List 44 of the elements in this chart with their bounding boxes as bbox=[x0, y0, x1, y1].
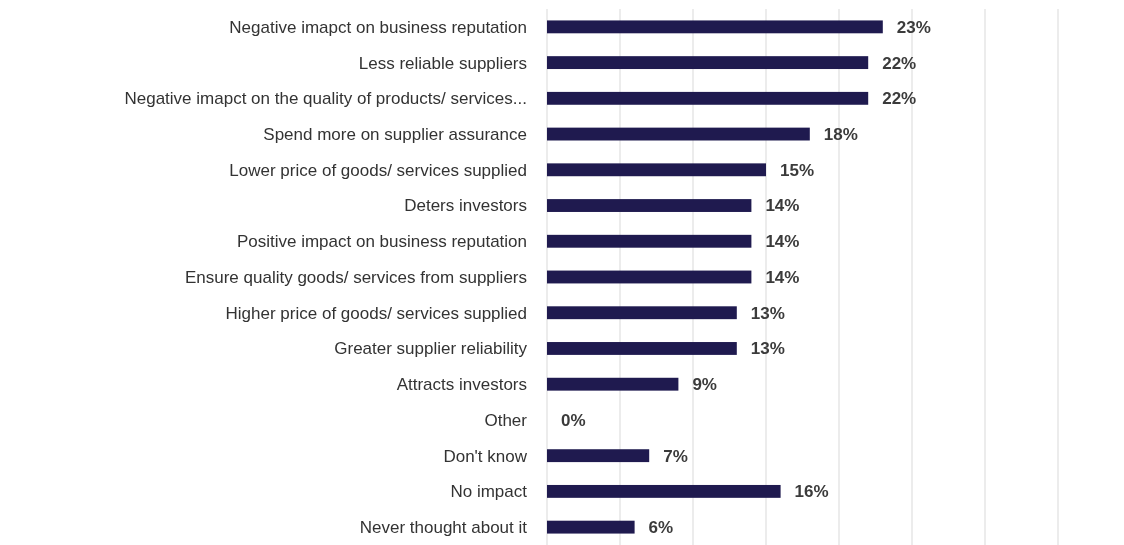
bar bbox=[547, 520, 635, 534]
data-label: 22% bbox=[882, 89, 917, 109]
y-tick-label: Lower price of goods/ services supplied bbox=[229, 160, 527, 180]
data-label: 6% bbox=[648, 518, 674, 538]
y-tick-label: Ensure quality goods/ services from suppliers bbox=[184, 267, 527, 287]
data-label: 14% bbox=[765, 267, 800, 287]
data-label: 7% bbox=[663, 446, 688, 466]
data-label: 15% bbox=[780, 160, 815, 180]
data-label: 22% bbox=[882, 53, 917, 73]
data-label: 23% bbox=[896, 17, 931, 37]
bar bbox=[547, 234, 752, 248]
y-tick-label: Higher price of goods/ services supplied bbox=[225, 303, 527, 323]
y-tick-label: Deters investors bbox=[404, 196, 527, 216]
data-label: 13% bbox=[750, 339, 785, 359]
y-tick-label: No impact bbox=[450, 482, 528, 502]
y-tick-label: Spend more on supplier assurance bbox=[263, 125, 527, 145]
bar bbox=[547, 56, 869, 70]
bar bbox=[547, 342, 737, 355]
bar bbox=[547, 127, 810, 141]
y-tick-label: Greater supplier reliability bbox=[334, 339, 528, 359]
y-tick-label: Don't know bbox=[443, 446, 528, 466]
y-tick-label: Attracts investors bbox=[396, 375, 527, 395]
y-tick-label: Negative imapct on business reputation bbox=[229, 17, 527, 37]
bar bbox=[547, 449, 650, 463]
y-tick-label: Never thought about it bbox=[359, 518, 528, 538]
data-label: 14% bbox=[765, 232, 800, 252]
bar bbox=[547, 91, 869, 105]
bar bbox=[547, 306, 737, 320]
data-label: 13% bbox=[750, 303, 785, 323]
data-label: 16% bbox=[794, 482, 829, 502]
data-label: 18% bbox=[823, 125, 858, 145]
y-tick-label: Less reliable suppliers bbox=[358, 53, 527, 73]
data-label: 9% bbox=[692, 375, 717, 395]
y-tick-label: Negative imapct on the quality of products/ services... bbox=[124, 89, 527, 109]
data-label: 14% bbox=[765, 196, 800, 216]
bar bbox=[547, 20, 883, 34]
y-tick-label: Positive impact on business reputation bbox=[236, 232, 527, 252]
data-label: 0% bbox=[561, 410, 586, 430]
bar bbox=[547, 377, 679, 391]
bar bbox=[547, 484, 781, 498]
bar bbox=[547, 199, 752, 212]
y-tick-label: Other bbox=[484, 410, 528, 430]
bar bbox=[547, 163, 766, 177]
bar bbox=[547, 270, 752, 284]
